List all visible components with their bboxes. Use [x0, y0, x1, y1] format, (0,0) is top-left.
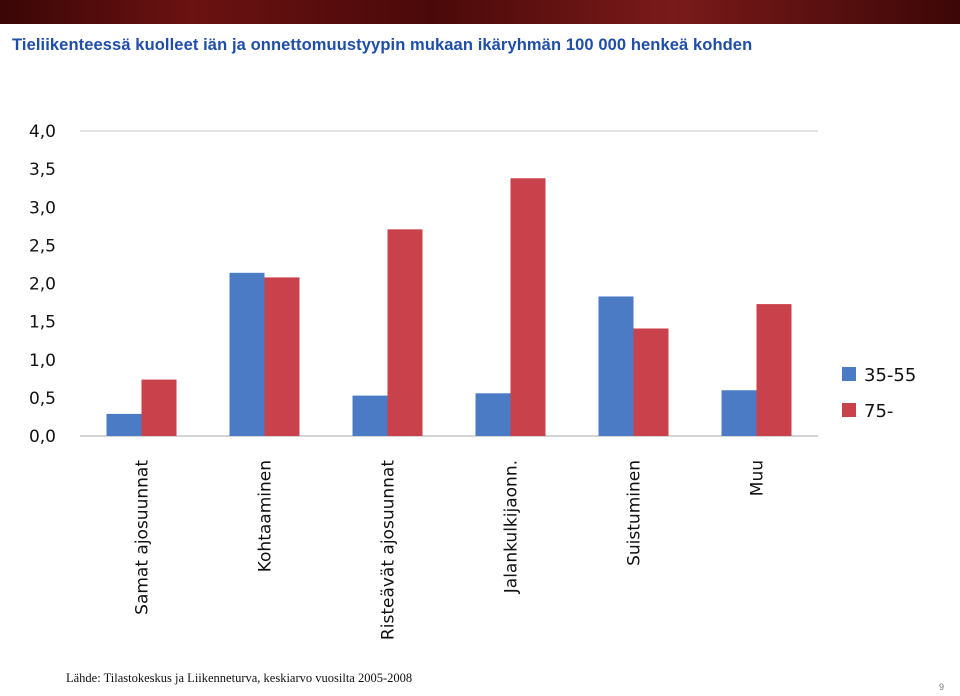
x-tick-label: Kohtaaminen	[256, 460, 276, 572]
bars-group	[106, 178, 792, 436]
bar-75--1	[264, 277, 300, 436]
legend-label: 35-55	[864, 365, 916, 386]
x-tick-label: Muu	[748, 460, 768, 496]
x-tick-label: Suistuminen	[625, 460, 645, 566]
y-tick-label: 3,5	[29, 160, 56, 180]
source-note: Lähde: Tilastokeskus ja Liikenneturva, k…	[66, 671, 413, 685]
bar-75--4	[633, 328, 669, 436]
y-tick-label: 2,5	[29, 236, 56, 256]
bar-75--0	[141, 379, 177, 436]
bar-35-55-1	[229, 272, 265, 436]
legend-swatch	[842, 403, 856, 417]
y-tick-label: 4,0	[29, 122, 56, 142]
legend: 35-55 75-	[842, 365, 916, 422]
x-tick-label: Jalankulkijaonn.	[502, 460, 522, 594]
y-tick-label: 3,0	[29, 198, 56, 218]
page-number: 9	[939, 682, 945, 692]
chart-title: Tieliikenteessä kuolleet iän ja onnettom…	[12, 36, 753, 54]
header-band	[0, 0, 960, 24]
y-tick-label: 2,0	[29, 275, 56, 295]
legend-swatch	[842, 367, 856, 381]
bar-35-55-0	[106, 413, 142, 436]
bar-75--3	[510, 178, 546, 436]
bar-35-55-4	[598, 296, 634, 436]
y-tick-label: 0,0	[29, 427, 56, 447]
bar-75--5	[756, 304, 792, 436]
y-tick-label: 1,5	[29, 313, 56, 333]
legend-label: 75-	[864, 401, 893, 422]
bar-35-55-3	[475, 393, 511, 436]
x-labels-group: Samat ajosuunnat Kohtaaminen Risteävät ajo…	[133, 460, 768, 640]
y-tick-label: 1,0	[29, 351, 56, 371]
y-tick-label: 0,5	[29, 389, 56, 409]
bar-35-55-2	[352, 395, 388, 436]
axis-group: 0,0 0,5 1,0 1,5 2,0 2,5 3,0 3,5 4,0	[29, 122, 818, 447]
x-tick-label: Risteävät ajosuunnat	[379, 460, 399, 640]
x-tick-label: Samat ajosuunnat	[133, 460, 153, 615]
bar-75--2	[387, 229, 423, 436]
bar-35-55-5	[721, 390, 757, 436]
